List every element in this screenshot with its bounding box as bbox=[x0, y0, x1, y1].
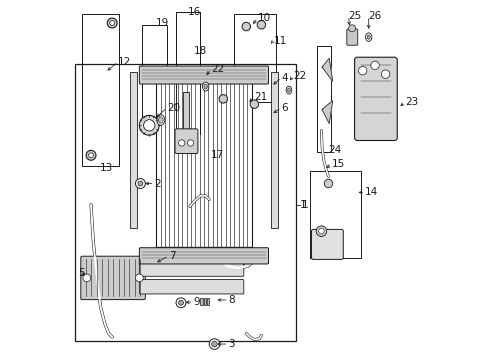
FancyBboxPatch shape bbox=[139, 262, 244, 276]
Circle shape bbox=[107, 18, 117, 28]
Text: 10: 10 bbox=[257, 13, 270, 23]
Bar bbox=[142, 25, 166, 131]
Text: 8: 8 bbox=[228, 295, 235, 305]
Circle shape bbox=[88, 153, 93, 158]
FancyBboxPatch shape bbox=[81, 256, 145, 300]
Text: 22: 22 bbox=[292, 71, 305, 81]
Circle shape bbox=[348, 25, 355, 32]
Text: 6: 6 bbox=[281, 103, 287, 113]
Circle shape bbox=[219, 95, 227, 103]
FancyBboxPatch shape bbox=[139, 248, 268, 264]
Circle shape bbox=[187, 140, 193, 146]
Text: 18: 18 bbox=[193, 46, 206, 56]
FancyBboxPatch shape bbox=[139, 279, 244, 294]
Text: 12: 12 bbox=[118, 57, 131, 67]
Circle shape bbox=[178, 140, 184, 146]
Circle shape bbox=[143, 120, 155, 131]
Bar bbox=[309, 171, 360, 258]
Circle shape bbox=[242, 22, 250, 31]
Circle shape bbox=[250, 100, 258, 108]
Circle shape bbox=[318, 228, 324, 234]
Circle shape bbox=[86, 150, 96, 160]
Text: 15: 15 bbox=[331, 159, 345, 169]
Polygon shape bbox=[322, 58, 332, 81]
Text: 22: 22 bbox=[210, 64, 224, 74]
Text: 14: 14 bbox=[365, 187, 378, 197]
Circle shape bbox=[211, 341, 217, 347]
Bar bbox=[156, 81, 251, 247]
Text: 19: 19 bbox=[155, 18, 168, 28]
Bar bbox=[82, 14, 119, 166]
Text: 7: 7 bbox=[168, 251, 175, 261]
Ellipse shape bbox=[287, 88, 290, 92]
Circle shape bbox=[135, 274, 143, 282]
Bar bbox=[233, 14, 276, 102]
Circle shape bbox=[83, 274, 90, 282]
Circle shape bbox=[139, 116, 159, 135]
Ellipse shape bbox=[157, 115, 164, 125]
Text: 21: 21 bbox=[253, 92, 267, 102]
Bar bbox=[316, 46, 330, 152]
Ellipse shape bbox=[158, 117, 163, 123]
FancyBboxPatch shape bbox=[354, 57, 396, 140]
FancyBboxPatch shape bbox=[346, 29, 357, 45]
Text: 25: 25 bbox=[348, 11, 361, 21]
FancyBboxPatch shape bbox=[311, 229, 343, 259]
Bar bbox=[183, 92, 189, 134]
Circle shape bbox=[324, 179, 332, 188]
FancyBboxPatch shape bbox=[175, 129, 198, 153]
Ellipse shape bbox=[285, 86, 291, 94]
Text: 2: 2 bbox=[154, 179, 161, 189]
Text: 11: 11 bbox=[273, 36, 286, 46]
Bar bbox=[75, 64, 295, 341]
Text: 1: 1 bbox=[301, 200, 307, 210]
Bar bbox=[270, 72, 278, 228]
Text: 23: 23 bbox=[404, 98, 417, 107]
Text: 24: 24 bbox=[327, 145, 341, 155]
Circle shape bbox=[381, 70, 389, 78]
Circle shape bbox=[209, 339, 219, 349]
Circle shape bbox=[358, 66, 366, 75]
Circle shape bbox=[109, 21, 114, 26]
Text: 13: 13 bbox=[100, 163, 113, 173]
FancyBboxPatch shape bbox=[139, 66, 268, 84]
Circle shape bbox=[315, 226, 326, 237]
Circle shape bbox=[370, 61, 379, 69]
Bar bbox=[206, 298, 209, 305]
Bar bbox=[130, 72, 137, 228]
Circle shape bbox=[176, 298, 185, 308]
Circle shape bbox=[257, 21, 265, 29]
Ellipse shape bbox=[366, 35, 369, 39]
Text: 17: 17 bbox=[210, 150, 224, 160]
Circle shape bbox=[178, 300, 183, 305]
Bar bbox=[203, 298, 205, 305]
Ellipse shape bbox=[202, 82, 208, 91]
Bar bbox=[200, 298, 203, 305]
Ellipse shape bbox=[203, 84, 207, 89]
Circle shape bbox=[135, 179, 145, 189]
Text: 3: 3 bbox=[228, 339, 235, 349]
Text: 26: 26 bbox=[368, 11, 381, 21]
Text: 20: 20 bbox=[166, 103, 180, 113]
Text: 16: 16 bbox=[187, 8, 200, 17]
Text: 1: 1 bbox=[300, 200, 306, 210]
Circle shape bbox=[138, 181, 142, 186]
Text: 9: 9 bbox=[193, 297, 200, 307]
Text: 5: 5 bbox=[78, 269, 84, 279]
Polygon shape bbox=[322, 100, 332, 123]
Ellipse shape bbox=[365, 33, 371, 41]
Text: 4: 4 bbox=[281, 73, 287, 83]
